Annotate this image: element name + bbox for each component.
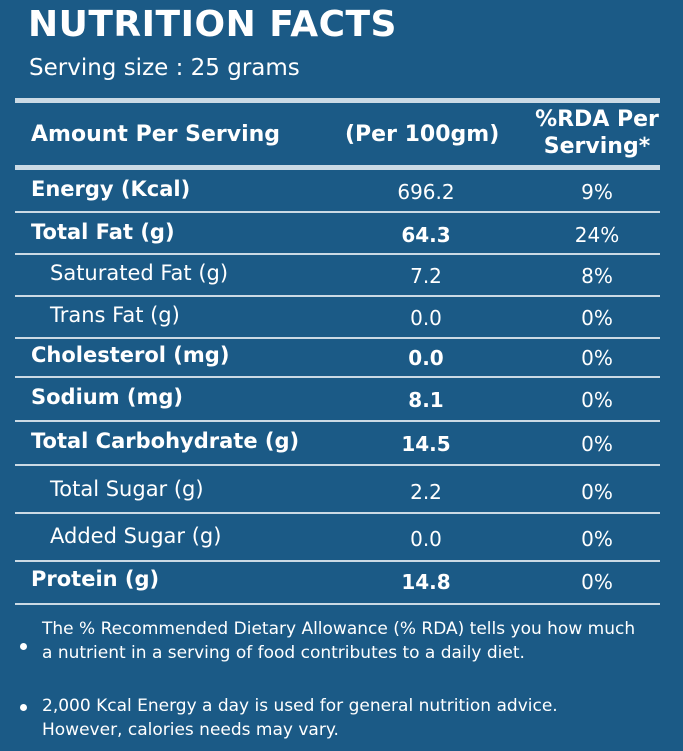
row-rda-total-sugar: 0%	[581, 480, 613, 504]
row-label-added-sugar: Added Sugar (g)	[50, 524, 222, 548]
row-label-trans-fat: Trans Fat (g)	[50, 303, 180, 327]
row-label-protein: Protein (g)	[31, 567, 160, 591]
note-energy-line1: 2,000 Kcal Energy a day is used for gene…	[42, 696, 558, 716]
bullet-icon	[20, 643, 27, 650]
row-value-total-sugar: 2.2	[410, 480, 442, 504]
note-rda-line2: a nutrient in a serving of food contribu…	[42, 643, 525, 663]
divider	[15, 420, 660, 422]
row-label-cholesterol: Cholesterol (mg)	[31, 343, 230, 367]
row-rda-total-carbohydrate: 0%	[581, 432, 613, 456]
row-rda-total-fat: 24%	[574, 223, 620, 247]
page-title: NUTRITION FACTS	[28, 4, 397, 45]
note-energy-line2: However, calories needs may vary.	[42, 720, 339, 740]
row-rda-saturated-fat: 8%	[581, 264, 613, 288]
row-label-sodium: Sodium (mg)	[31, 385, 184, 409]
serving-size: Serving size : 25 grams	[29, 55, 300, 81]
note-rda-line1: The % Recommended Dietary Allowance (% R…	[42, 619, 636, 639]
row-value-total-fat: 64.3	[401, 223, 451, 247]
note-rda: The % Recommended Dietary Allowance (% R…	[42, 617, 672, 665]
divider	[15, 337, 660, 339]
bullet-icon	[20, 704, 27, 711]
header-amount: Amount Per Serving	[31, 122, 281, 147]
row-value-trans-fat: 0.0	[410, 306, 442, 330]
divider	[15, 512, 660, 514]
row-label-saturated-fat: Saturated Fat (g)	[50, 261, 229, 285]
row-value-total-carbohydrate: 14.5	[401, 432, 451, 456]
row-value-added-sugar: 0.0	[410, 527, 442, 551]
divider	[15, 211, 660, 213]
divider	[15, 376, 660, 378]
header-rda-line2: Serving*	[543, 134, 651, 159]
row-value-sodium: 8.1	[408, 388, 444, 412]
row-rda-energy: 9%	[581, 180, 613, 204]
row-value-protein: 14.8	[401, 570, 451, 594]
row-value-saturated-fat: 7.2	[410, 264, 442, 288]
row-rda-trans-fat: 0%	[581, 306, 613, 330]
divider	[15, 253, 660, 255]
row-rda-added-sugar: 0%	[581, 527, 613, 551]
header-rda-line1: %RDA Per	[535, 107, 659, 132]
divider	[15, 560, 660, 562]
note-energy: 2,000 Kcal Energy a day is used for gene…	[42, 694, 672, 742]
row-rda-protein: 0%	[581, 570, 613, 594]
divider-top	[15, 98, 660, 103]
row-label-total-carbohydrate: Total Carbohydrate (g)	[31, 429, 300, 453]
row-rda-cholesterol: 0%	[581, 346, 613, 370]
divider	[15, 295, 660, 297]
row-rda-sodium: 0%	[581, 388, 613, 412]
divider-header	[15, 165, 660, 170]
row-label-energy: Energy (Kcal)	[31, 177, 191, 201]
row-label-total-fat: Total Fat (g)	[31, 220, 175, 244]
row-value-energy: 696.2	[397, 180, 455, 204]
header-per100: (Per 100gm)	[345, 122, 500, 147]
header-rda: %RDA Per Serving*	[522, 106, 672, 160]
row-label-total-sugar: Total Sugar (g)	[50, 477, 204, 501]
divider	[15, 464, 660, 466]
row-value-cholesterol: 0.0	[408, 346, 444, 370]
divider-bottom	[15, 603, 660, 605]
